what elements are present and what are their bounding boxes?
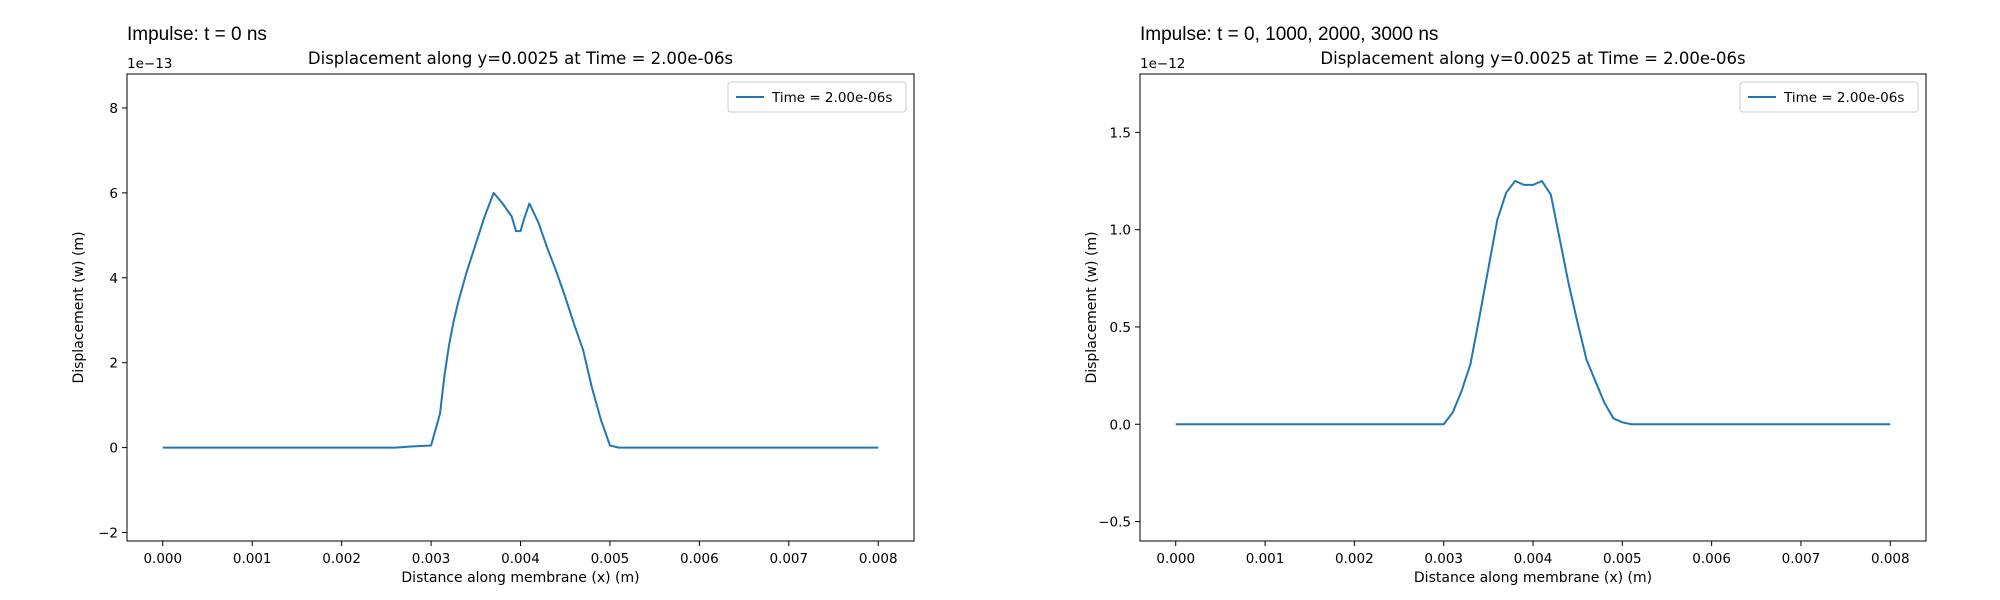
x-tick-label: 0.004 (1514, 551, 1553, 567)
y-axis-label: Displacement (w) (m) (1084, 231, 1100, 383)
y-tick-label: 4 (109, 271, 118, 287)
chart-title: Displacement along y=0.0025 at Time = 2.… (1320, 49, 1745, 68)
x-tick-label: 0.002 (322, 551, 361, 567)
panel-heading: Impulse: t = 0 ns (127, 24, 267, 45)
x-tick-label: 0.000 (143, 551, 182, 567)
x-tick-label: 0.004 (501, 551, 540, 567)
x-tick-label: 0.007 (1782, 551, 1821, 567)
x-tick-label: 0.003 (1424, 551, 1463, 567)
x-tick-label: 0.001 (1246, 551, 1285, 567)
x-tick-label: 0.001 (233, 551, 272, 567)
legend-label: Time = 2.00e-06s (771, 90, 892, 106)
x-tick-label: 0.008 (859, 551, 898, 567)
y-tick-label: 0.5 (1110, 320, 1131, 336)
y-tick-label: 0 (109, 441, 118, 457)
y-tick-label: 6 (109, 186, 118, 202)
legend: Time = 2.00e-06s (1739, 81, 1919, 113)
x-tick-label: 0.003 (412, 551, 451, 567)
y-tick-label: 0.0 (1110, 417, 1131, 433)
x-tick-label: 0.008 (1871, 551, 1910, 567)
series-line-1 (162, 191, 879, 449)
x-tick-label: 0.002 (1335, 551, 1374, 567)
x-axis-label: Distance along membrane (x) (m) (1414, 570, 1652, 586)
y-tick-label: 2 (109, 356, 118, 372)
legend-box (727, 81, 907, 113)
x-tick-label: 0.006 (1692, 551, 1731, 567)
chart-panel-2: Impulse: t = 0, 1000, 2000, 3000 ns Displ… (1084, 24, 1927, 586)
series-line-1 (1175, 180, 1891, 426)
x-axis-label: Distance along membrane (x) (m) (401, 570, 639, 586)
chart-panel-1: Impulse: t = 0 ns Displacement along y=0.… (71, 24, 915, 586)
panel-heading: Impulse: t = 0, 1000, 2000, 3000 ns (1140, 24, 1438, 45)
legend-label: Time = 2.00e-06s (1783, 90, 1904, 106)
y-offset-text: 1e−12 (1140, 56, 1185, 72)
y-offset-text: 1e−13 (127, 56, 172, 72)
legend-box (1739, 81, 1919, 113)
x-tick-label: 0.007 (769, 551, 808, 567)
x-tick-label: 0.005 (1603, 551, 1642, 567)
y-tick-label: 1.5 (1110, 125, 1131, 141)
panels-layer: Impulse: t = 0 ns Displacement along y=0.… (71, 24, 1927, 586)
y-tick-label: 8 (109, 101, 118, 117)
x-tick-label: 0.005 (591, 551, 630, 567)
y-tick-label: 1.0 (1110, 223, 1131, 239)
legend: Time = 2.00e-06s (727, 81, 907, 113)
y-tick-label: −2 (98, 526, 118, 542)
chart-title: Displacement along y=0.0025 at Time = 2.… (308, 49, 733, 68)
y-tick-label: −0.5 (1098, 515, 1131, 531)
x-tick-label: 0.000 (1156, 551, 1195, 567)
x-tick-label: 0.006 (680, 551, 719, 567)
y-axis-label: Displacement (w) (m) (71, 231, 87, 383)
